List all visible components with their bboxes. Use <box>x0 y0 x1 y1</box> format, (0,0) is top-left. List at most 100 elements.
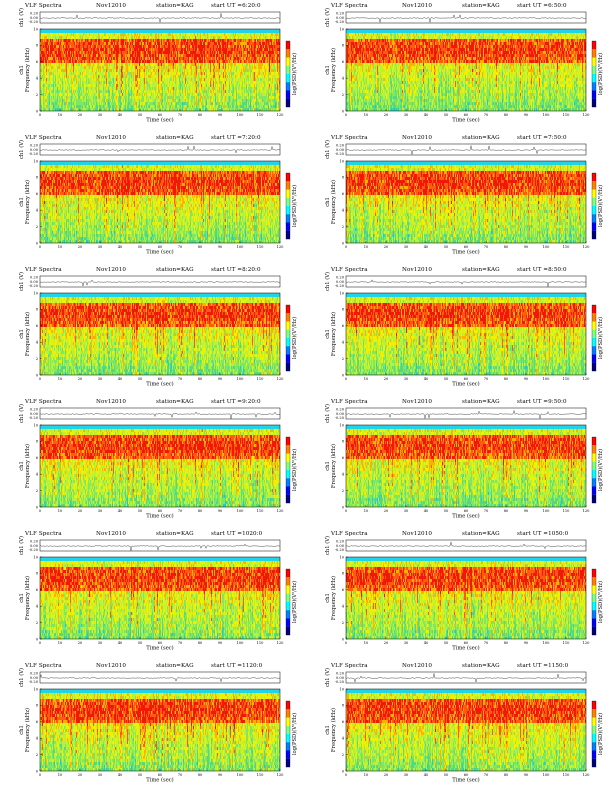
x-tick-label: 10 <box>58 773 63 777</box>
spectrogram-panel: VLF Spectra Nov12010 station=KAG start UT =… <box>0 396 306 528</box>
x-tick-label: 40 <box>424 245 429 249</box>
x-tick-label: 110 <box>257 377 265 381</box>
x-tick-label: 60 <box>158 773 163 777</box>
colorbar-label: log(PSD)(V²/Hz) <box>597 53 604 95</box>
x-tick-label: 30 <box>98 245 103 249</box>
x-tick-label: 0 <box>345 113 348 117</box>
x-tick-label: 80 <box>198 113 203 117</box>
y-tick-label: 8 <box>342 44 345 48</box>
waveform-axis-label: ch1 (V) <box>324 8 331 27</box>
x-tick-label: 120 <box>277 641 285 645</box>
x-tick-label: 60 <box>464 641 469 645</box>
x-tick-label: 80 <box>198 773 203 777</box>
y-tick-label: 2 <box>36 357 38 361</box>
x-tick-label: 100 <box>543 377 551 381</box>
y-tick-label: 8 <box>36 704 39 708</box>
x-tick-label: 120 <box>583 641 591 645</box>
x-tick-label: 60 <box>464 509 469 513</box>
colorbar-label: log(PSD)(V²/Hz) <box>291 53 298 95</box>
x-tick-label: 30 <box>98 113 103 117</box>
x-axis-label: Time (sec) <box>146 117 173 124</box>
waveform-axis-label: ch1 (V) <box>324 536 331 555</box>
y-tick-label: 10 <box>33 687 38 691</box>
x-tick-label: 0 <box>345 773 348 777</box>
x-tick-label: 50 <box>444 773 449 777</box>
x-tick-label: 40 <box>424 113 429 117</box>
x-axis-label: Time (sec) <box>146 513 173 520</box>
x-tick-label: 90 <box>218 377 223 381</box>
x-tick-label: 70 <box>484 377 489 381</box>
y-tick-label: 8 <box>342 308 345 312</box>
x-tick-label: 100 <box>237 113 245 117</box>
y-tick-label: 4 <box>36 77 39 81</box>
x-axis-label: Time (sec) <box>452 513 479 520</box>
waveform-tick-label: -0.20 <box>335 680 345 684</box>
frequency-axis-label: Frequency (kHz) <box>24 48 31 92</box>
x-tick-label: 90 <box>524 641 529 645</box>
y-tick-label: 8 <box>36 440 39 444</box>
x-tick-label: 60 <box>158 245 163 249</box>
y-tick-label: 6 <box>36 456 39 460</box>
x-tick-label: 80 <box>198 509 203 513</box>
x-tick-label: 70 <box>178 773 183 777</box>
x-tick-label: 110 <box>563 641 571 645</box>
colorbar <box>286 41 290 107</box>
x-tick-label: 10 <box>364 509 369 513</box>
spectrogram-panel: VLF Spectra Nov12010 station=KAG start UT =… <box>306 264 612 396</box>
x-tick-label: 120 <box>583 509 591 513</box>
x-tick-label: 30 <box>98 377 103 381</box>
x-tick-label: 100 <box>543 245 551 249</box>
x-tick-label: 120 <box>277 245 285 249</box>
x-tick-label: 100 <box>543 113 551 117</box>
waveform-tick-label: -0.20 <box>29 416 39 420</box>
x-tick-label: 60 <box>158 113 163 117</box>
y-tick-label: 8 <box>342 572 345 576</box>
y-tick-label: 2 <box>36 753 38 757</box>
colorbar <box>286 437 290 503</box>
frequency-axis-label: Frequency (kHz) <box>24 312 31 356</box>
x-axis-label: Time (sec) <box>452 777 479 784</box>
colorbar <box>286 173 290 239</box>
x-tick-label: 40 <box>424 509 429 513</box>
x-tick-label: 10 <box>364 377 369 381</box>
x-tick-label: 20 <box>78 245 83 249</box>
colorbar <box>592 569 596 635</box>
x-tick-label: 10 <box>364 245 369 249</box>
x-tick-label: 20 <box>78 113 83 117</box>
x-tick-label: 80 <box>198 245 203 249</box>
y-tick-label: 2 <box>342 93 344 97</box>
x-tick-label: 10 <box>58 245 63 249</box>
y-tick-label: 2 <box>36 93 38 97</box>
x-tick-label: 100 <box>237 245 245 249</box>
colorbar-label: log(PSD)(V²/Hz) <box>291 581 298 623</box>
x-tick-label: 70 <box>178 377 183 381</box>
colorbar-label: log(PSD)(V²/Hz) <box>597 185 604 227</box>
x-axis-label: Time (sec) <box>452 249 479 256</box>
spectrogram-panel: VLF Spectra Nov12010 station=KAG start UT =… <box>0 264 306 396</box>
x-tick-label: 0 <box>345 641 348 645</box>
x-tick-label: 90 <box>218 509 223 513</box>
frequency-axis-label: Frequency (kHz) <box>24 180 31 224</box>
y-tick-label: 6 <box>342 588 345 592</box>
x-tick-label: 0 <box>39 773 42 777</box>
x-tick-label: 110 <box>563 113 571 117</box>
y-tick-label: 2 <box>342 621 344 625</box>
x-tick-label: 60 <box>464 377 469 381</box>
y-tick-label: 10 <box>33 423 38 427</box>
waveform-tick-label: -0.20 <box>335 416 345 420</box>
spectrogram-panel: VLF Spectra Nov12010 station=KAG start UT =… <box>306 396 612 528</box>
x-tick-label: 40 <box>118 509 123 513</box>
spectrogram-cells <box>346 293 586 375</box>
y-tick-label: 4 <box>342 473 345 477</box>
waveform-tick-label: -0.20 <box>335 284 345 288</box>
x-tick-label: 90 <box>218 113 223 117</box>
x-tick-label: 120 <box>583 377 591 381</box>
frequency-axis-label: Frequency (kHz) <box>24 576 31 620</box>
y-tick-label: 8 <box>36 176 39 180</box>
x-axis-label: Time (sec) <box>452 117 479 124</box>
x-tick-label: 120 <box>583 773 591 777</box>
y-tick-label: 8 <box>36 308 39 312</box>
